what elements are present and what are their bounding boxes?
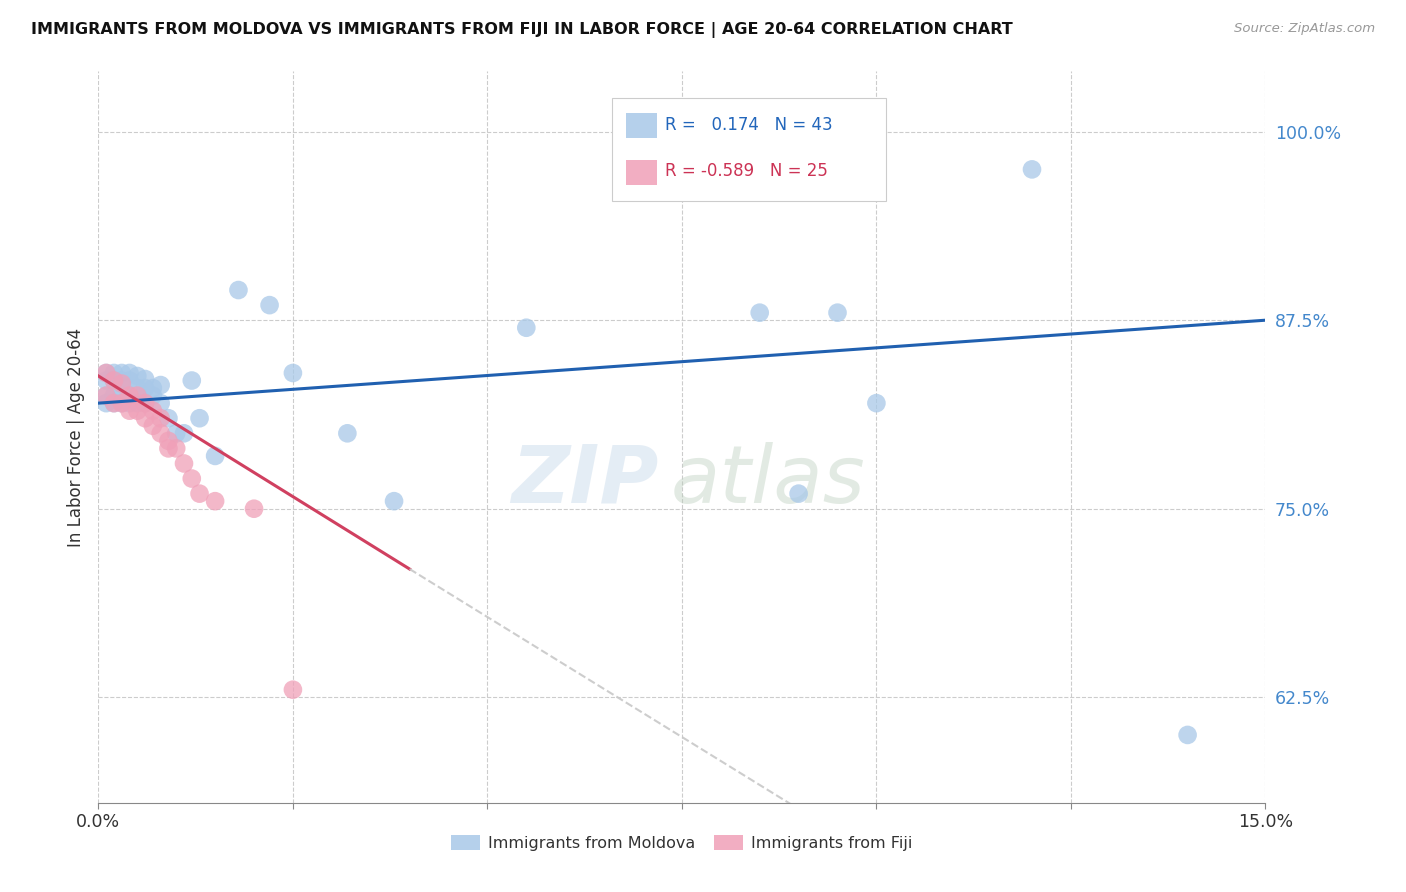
Point <box>134 372 156 386</box>
Point <box>103 396 125 410</box>
Point <box>96 389 118 403</box>
Point <box>228 283 250 297</box>
Point <box>157 434 180 448</box>
Point <box>259 298 281 312</box>
Point <box>111 374 134 388</box>
Point <box>134 381 156 395</box>
Text: R =   0.174   N = 43: R = 0.174 N = 43 <box>665 116 832 134</box>
Point <box>787 486 810 500</box>
Point <box>96 366 118 380</box>
Point <box>103 396 125 410</box>
Legend: Immigrants from Moldova, Immigrants from Fiji: Immigrants from Moldova, Immigrants from… <box>444 828 920 857</box>
Text: R = -0.589   N = 25: R = -0.589 N = 25 <box>665 162 828 180</box>
Point <box>118 403 141 417</box>
Point <box>96 374 118 388</box>
Y-axis label: In Labor Force | Age 20-64: In Labor Force | Age 20-64 <box>66 327 84 547</box>
Point <box>827 306 849 320</box>
Point <box>149 426 172 441</box>
Point <box>134 411 156 425</box>
Point <box>96 389 118 403</box>
Point <box>127 369 149 384</box>
Point <box>142 389 165 403</box>
Point <box>118 396 141 410</box>
Point <box>111 396 134 410</box>
Point <box>103 374 125 388</box>
Point <box>180 374 202 388</box>
Point <box>149 396 172 410</box>
Point <box>134 396 156 410</box>
Point <box>173 426 195 441</box>
Point <box>127 381 149 395</box>
Point <box>281 682 304 697</box>
Point <box>118 366 141 380</box>
Point <box>96 396 118 410</box>
Point <box>127 396 149 410</box>
Point <box>243 501 266 516</box>
Point <box>180 471 202 485</box>
Point <box>142 381 165 395</box>
Point <box>111 389 134 403</box>
Point <box>748 306 770 320</box>
Point <box>157 442 180 456</box>
Point <box>1177 728 1199 742</box>
Point <box>149 378 172 392</box>
Point <box>204 449 226 463</box>
Point <box>103 389 125 403</box>
Text: atlas: atlas <box>671 442 865 520</box>
Point <box>111 396 134 410</box>
Point <box>515 320 537 334</box>
Point <box>103 366 125 380</box>
Point <box>336 426 359 441</box>
Point <box>142 418 165 433</box>
Point <box>204 494 226 508</box>
Text: ZIP: ZIP <box>512 442 658 520</box>
Point <box>142 403 165 417</box>
Point <box>118 374 141 388</box>
Point <box>1021 162 1043 177</box>
Point <box>111 366 134 380</box>
Point <box>118 389 141 403</box>
Point <box>173 457 195 471</box>
Point <box>188 486 211 500</box>
Point <box>382 494 405 508</box>
Point <box>281 366 304 380</box>
Point <box>165 442 187 456</box>
Point <box>149 411 172 425</box>
Point <box>865 396 887 410</box>
Text: IMMIGRANTS FROM MOLDOVA VS IMMIGRANTS FROM FIJI IN LABOR FORCE | AGE 20-64 CORRE: IMMIGRANTS FROM MOLDOVA VS IMMIGRANTS FR… <box>31 22 1012 38</box>
Point <box>134 396 156 410</box>
Point <box>157 411 180 425</box>
Point <box>188 411 211 425</box>
Text: Source: ZipAtlas.com: Source: ZipAtlas.com <box>1234 22 1375 36</box>
Point <box>127 389 149 403</box>
Point <box>127 403 149 417</box>
Point <box>103 374 125 388</box>
Point <box>111 376 134 391</box>
Point <box>96 366 118 380</box>
Point <box>165 426 187 441</box>
